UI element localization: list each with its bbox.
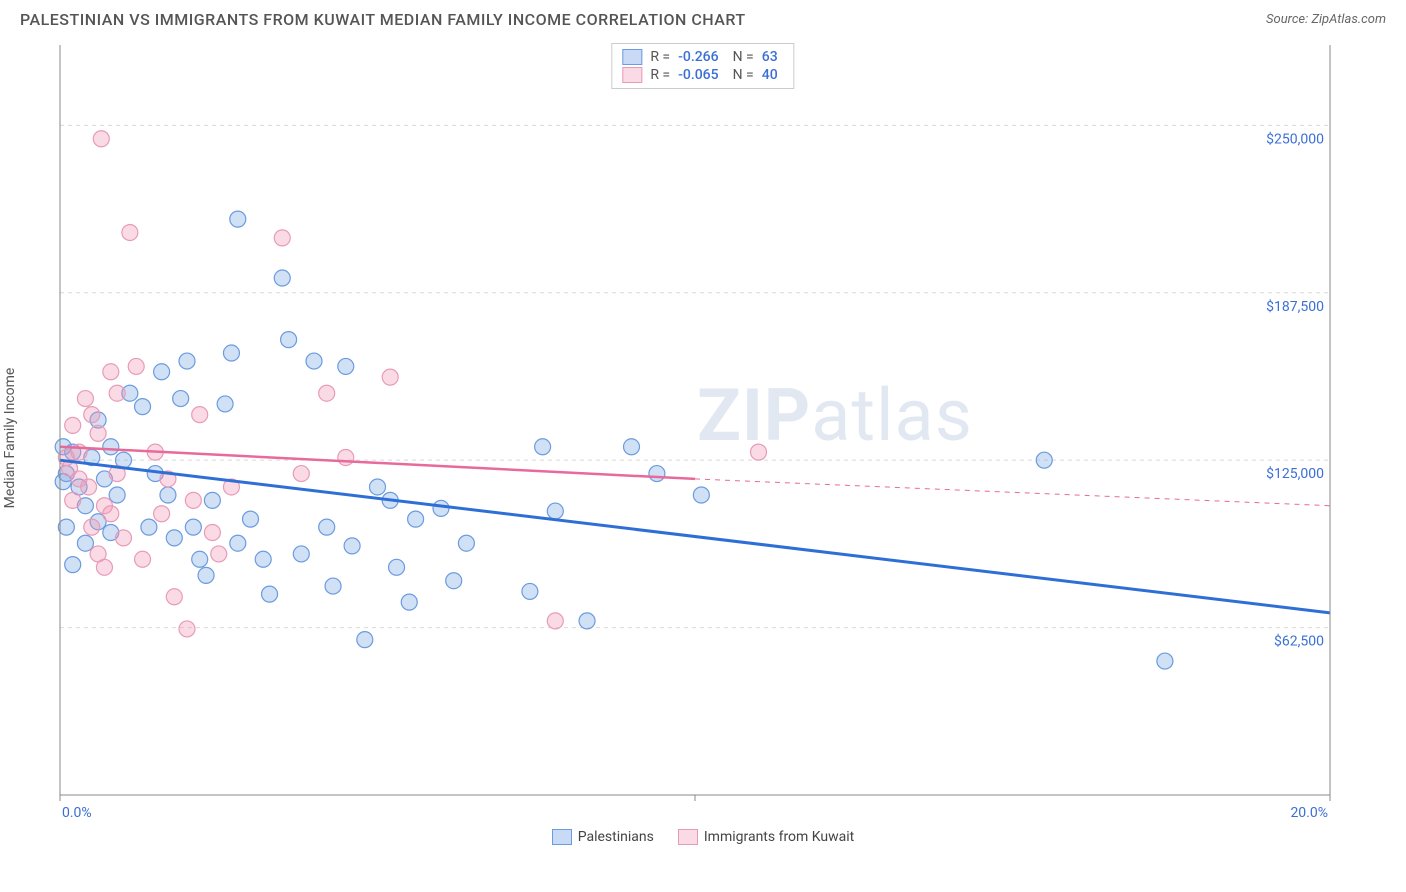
chart-container: Median Family Income $62,500$125,000$187…	[20, 35, 1386, 825]
svg-text:20.0%: 20.0%	[1290, 805, 1328, 821]
correlation-legend: R = -0.266 N = 63 R = -0.065 N = 40	[611, 43, 794, 89]
svg-text:$125,000: $125,000	[1266, 465, 1324, 482]
n-label: N =	[733, 67, 754, 83]
r-value: -0.266	[678, 49, 718, 65]
chart-source: Source: ZipAtlas.com	[1266, 12, 1386, 27]
r-label: R =	[650, 67, 670, 83]
svg-text:ZIPatlas: ZIPatlas	[697, 373, 973, 458]
n-value: 40	[762, 67, 778, 83]
legend-item-palestinians: Palestinians	[552, 829, 654, 845]
swatch-blue	[622, 49, 642, 65]
swatch-blue	[552, 829, 572, 845]
n-label: N =	[733, 49, 754, 65]
source-name: ZipAtlas.com	[1311, 12, 1386, 27]
r-value: -0.065	[678, 67, 718, 83]
legend-label: Immigrants from Kuwait	[704, 829, 854, 845]
svg-text:$187,500: $187,500	[1266, 298, 1324, 315]
svg-text:0.0%: 0.0%	[62, 805, 92, 821]
source-prefix: Source:	[1266, 12, 1311, 27]
n-value: 63	[762, 49, 778, 65]
y-axis-label: Median Family Income	[2, 368, 18, 509]
svg-text:$62,500: $62,500	[1274, 633, 1324, 650]
legend-row-blue: R = -0.266 N = 63	[622, 48, 783, 66]
series-legend: Palestinians Immigrants from Kuwait	[0, 825, 1406, 845]
chart-header: PALESTINIAN VS IMMIGRANTS FROM KUWAIT ME…	[0, 0, 1406, 35]
scatter-chart: $62,500 $125,000 $187,500 $250,000 ZIPatlas 0…	[20, 35, 1350, 825]
r-label: R =	[650, 49, 670, 65]
legend-item-kuwait: Immigrants from Kuwait	[678, 829, 854, 845]
legend-label: Palestinians	[578, 829, 654, 845]
legend-row-pink: R = -0.065 N = 40	[622, 66, 783, 84]
swatch-pink	[678, 829, 698, 845]
swatch-pink	[622, 67, 642, 83]
chart-title: PALESTINIAN VS IMMIGRANTS FROM KUWAIT ME…	[20, 10, 746, 29]
svg-text:$250,000: $250,000	[1266, 130, 1324, 147]
